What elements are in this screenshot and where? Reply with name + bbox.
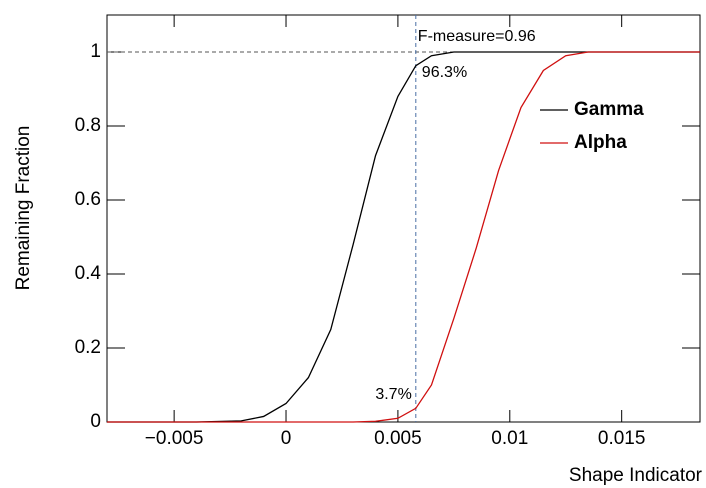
x-tick-label: −0.005: [145, 428, 204, 449]
annotation: 3.7%: [375, 386, 411, 403]
x-tick-label: 0.015: [598, 428, 646, 449]
y-tick-label: 0.2: [75, 337, 101, 358]
legend-label: Alpha: [574, 132, 627, 153]
legend-label: Gamma: [574, 99, 644, 120]
y-tick-label: 0: [90, 411, 101, 432]
x-tick-label: 0.01: [491, 428, 528, 449]
y-tick-label: 0.8: [75, 115, 101, 136]
x-axis-label: Shape Indicator: [569, 465, 703, 486]
series-line: [107, 51, 700, 423]
y-axis-label: Remaining Fraction: [13, 126, 34, 291]
annotation: 96.3%: [422, 64, 467, 81]
plot-frame: [106, 14, 701, 423]
annotation: F-measure=0.96: [418, 28, 536, 45]
y-tick-label: 1: [90, 41, 101, 62]
x-tick-label: 0.005: [374, 428, 422, 449]
series-line: [107, 51, 700, 423]
x-tick-label: 0: [281, 428, 292, 449]
y-tick-label: 0.6: [75, 189, 101, 210]
y-tick-label: 0.4: [75, 263, 102, 284]
